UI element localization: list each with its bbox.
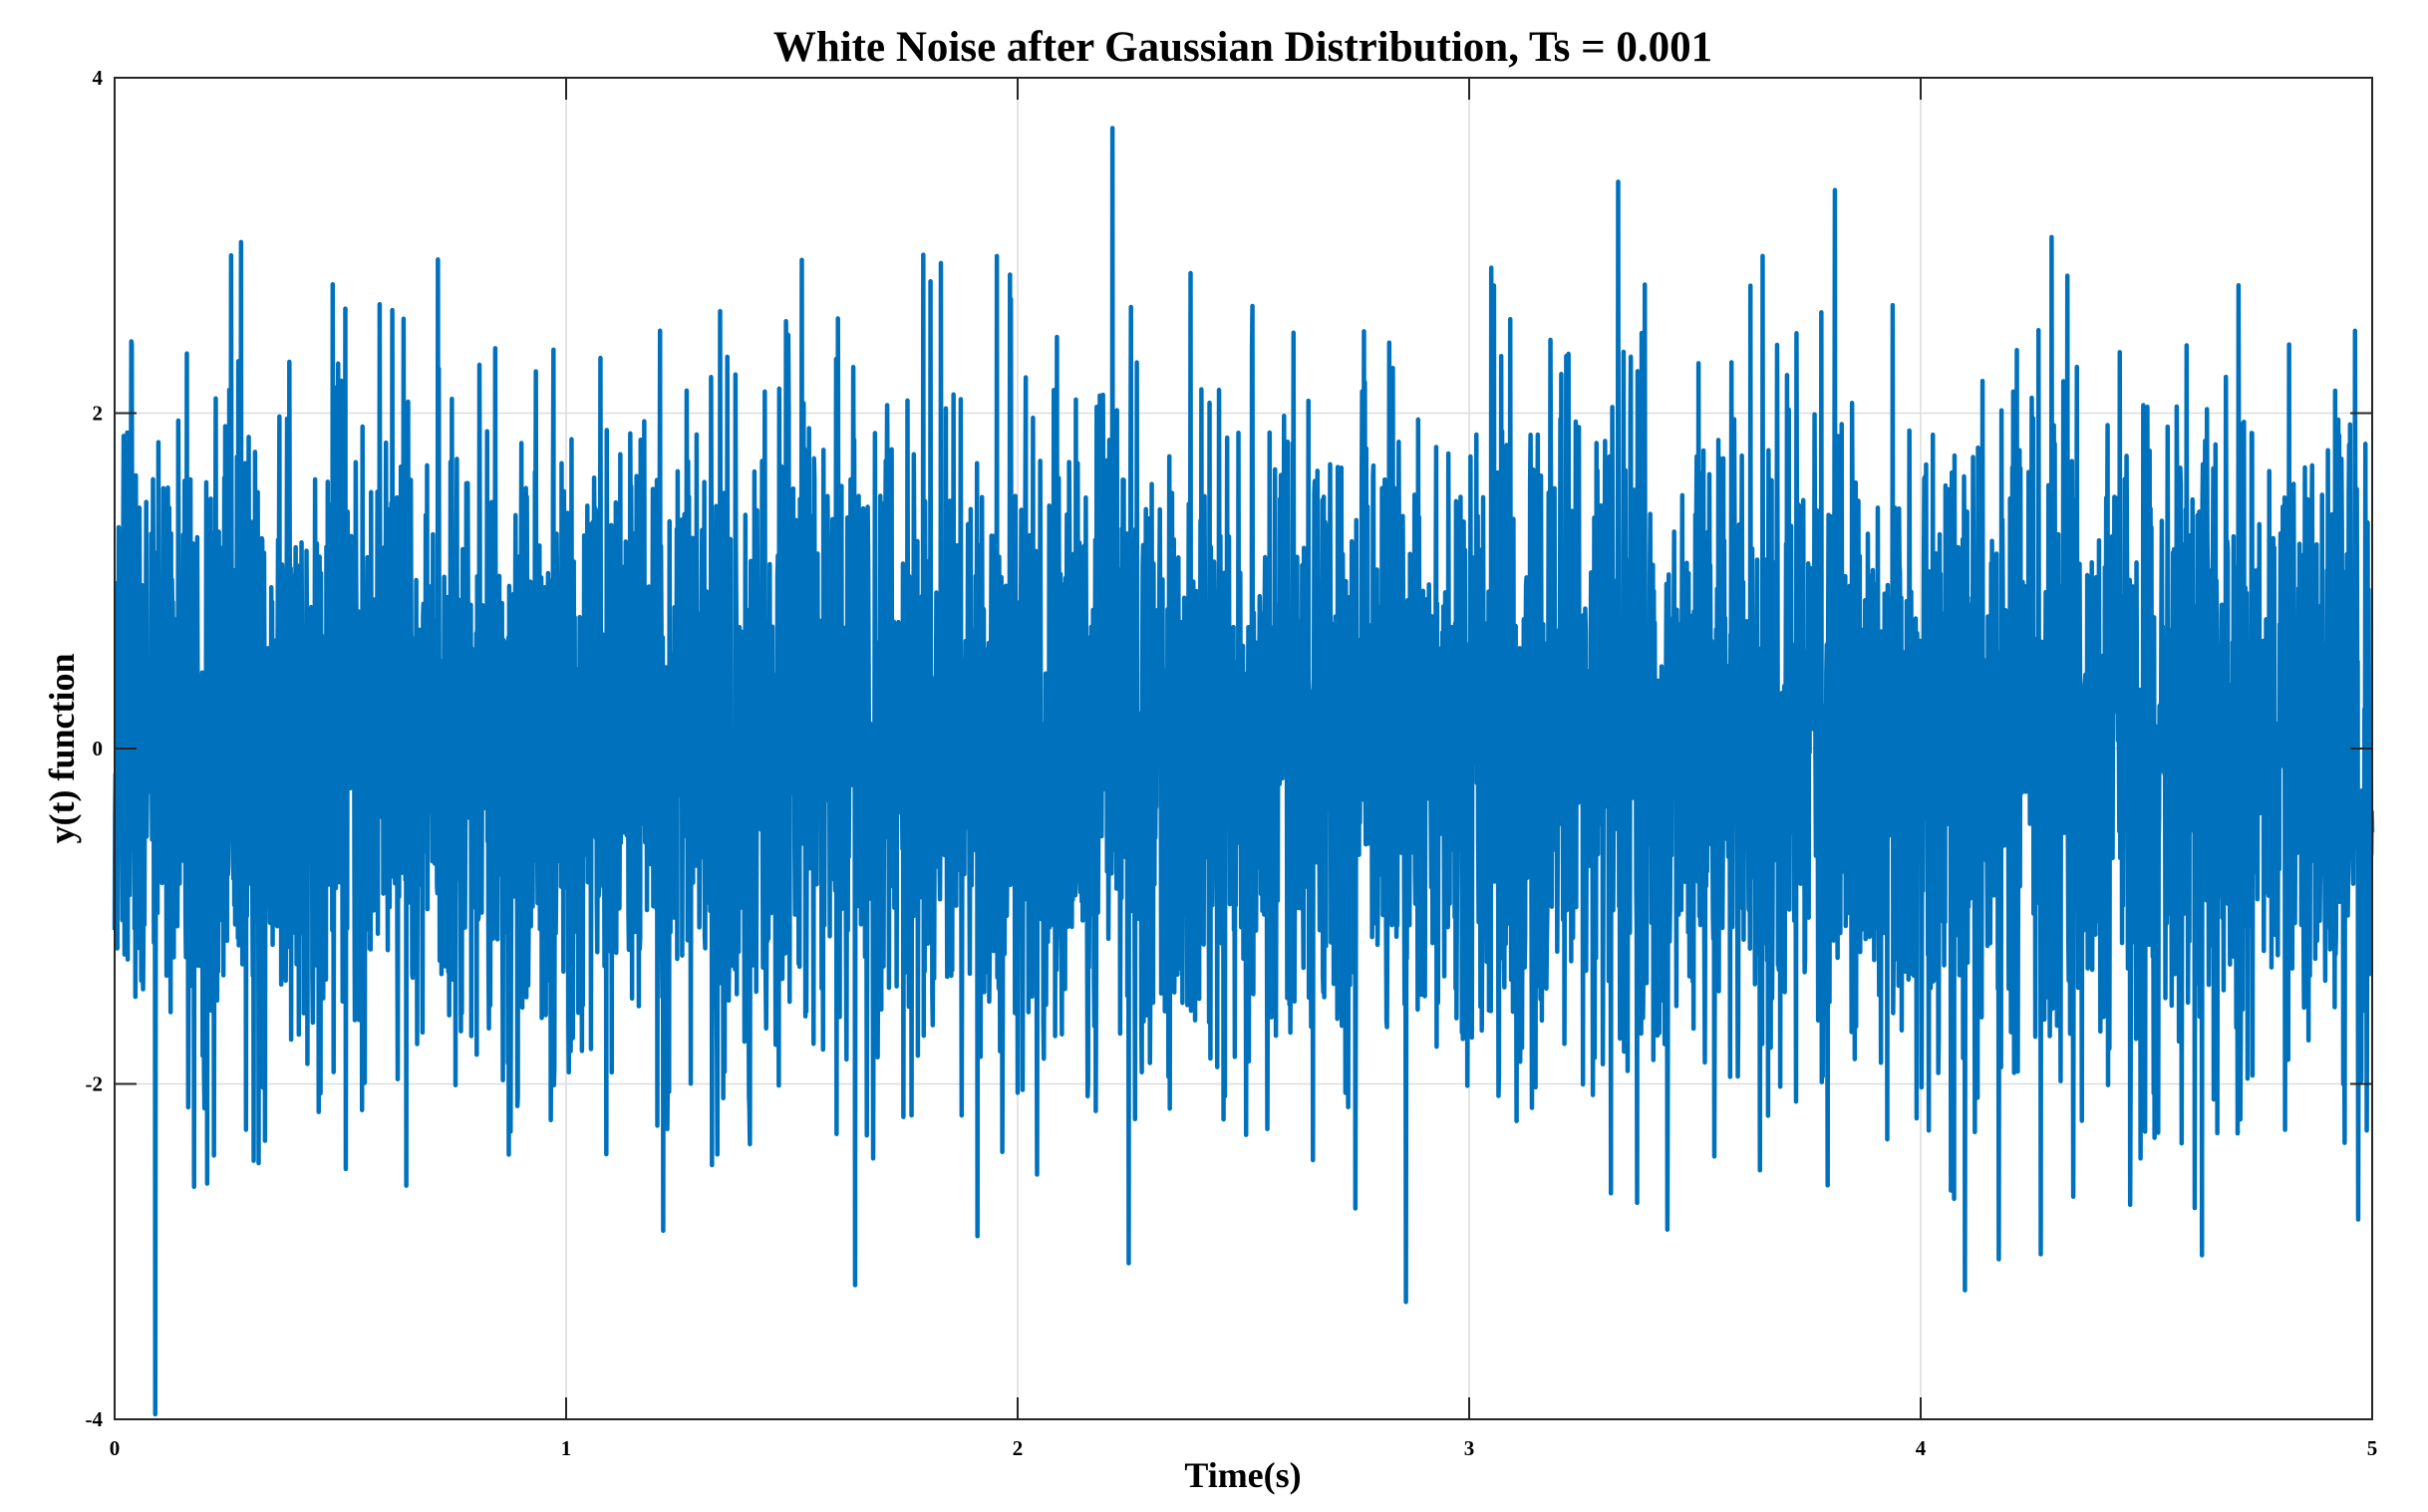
y-tick-label: 2 bbox=[93, 402, 104, 426]
x-tick-label: 3 bbox=[1464, 1436, 1475, 1460]
x-axis-label: Time(s) bbox=[1184, 1455, 1301, 1495]
series-layer bbox=[112, 126, 2375, 1417]
chart-title: White Noise after Gaussian Distribution,… bbox=[773, 24, 1712, 71]
y-tick-label: 4 bbox=[93, 66, 104, 90]
x-tick-label: 1 bbox=[561, 1436, 572, 1460]
y-axis-label: y(t) function bbox=[42, 654, 82, 844]
x-tick-label: 2 bbox=[1013, 1436, 1024, 1460]
y-tick-label: -2 bbox=[86, 1072, 104, 1096]
x-tick-label: 0 bbox=[110, 1436, 121, 1460]
tick-marks bbox=[114, 77, 2373, 1420]
x-tick-label: 5 bbox=[2367, 1436, 2378, 1460]
series-line bbox=[112, 126, 2375, 1417]
tick-labels: 0 1 2 3 4 5 -4 -2 0 2 4 bbox=[86, 66, 2378, 1460]
y-tick-label: 0 bbox=[93, 737, 104, 760]
x-tick-label: 4 bbox=[1916, 1436, 1927, 1460]
y-tick-label: -4 bbox=[86, 1407, 104, 1431]
